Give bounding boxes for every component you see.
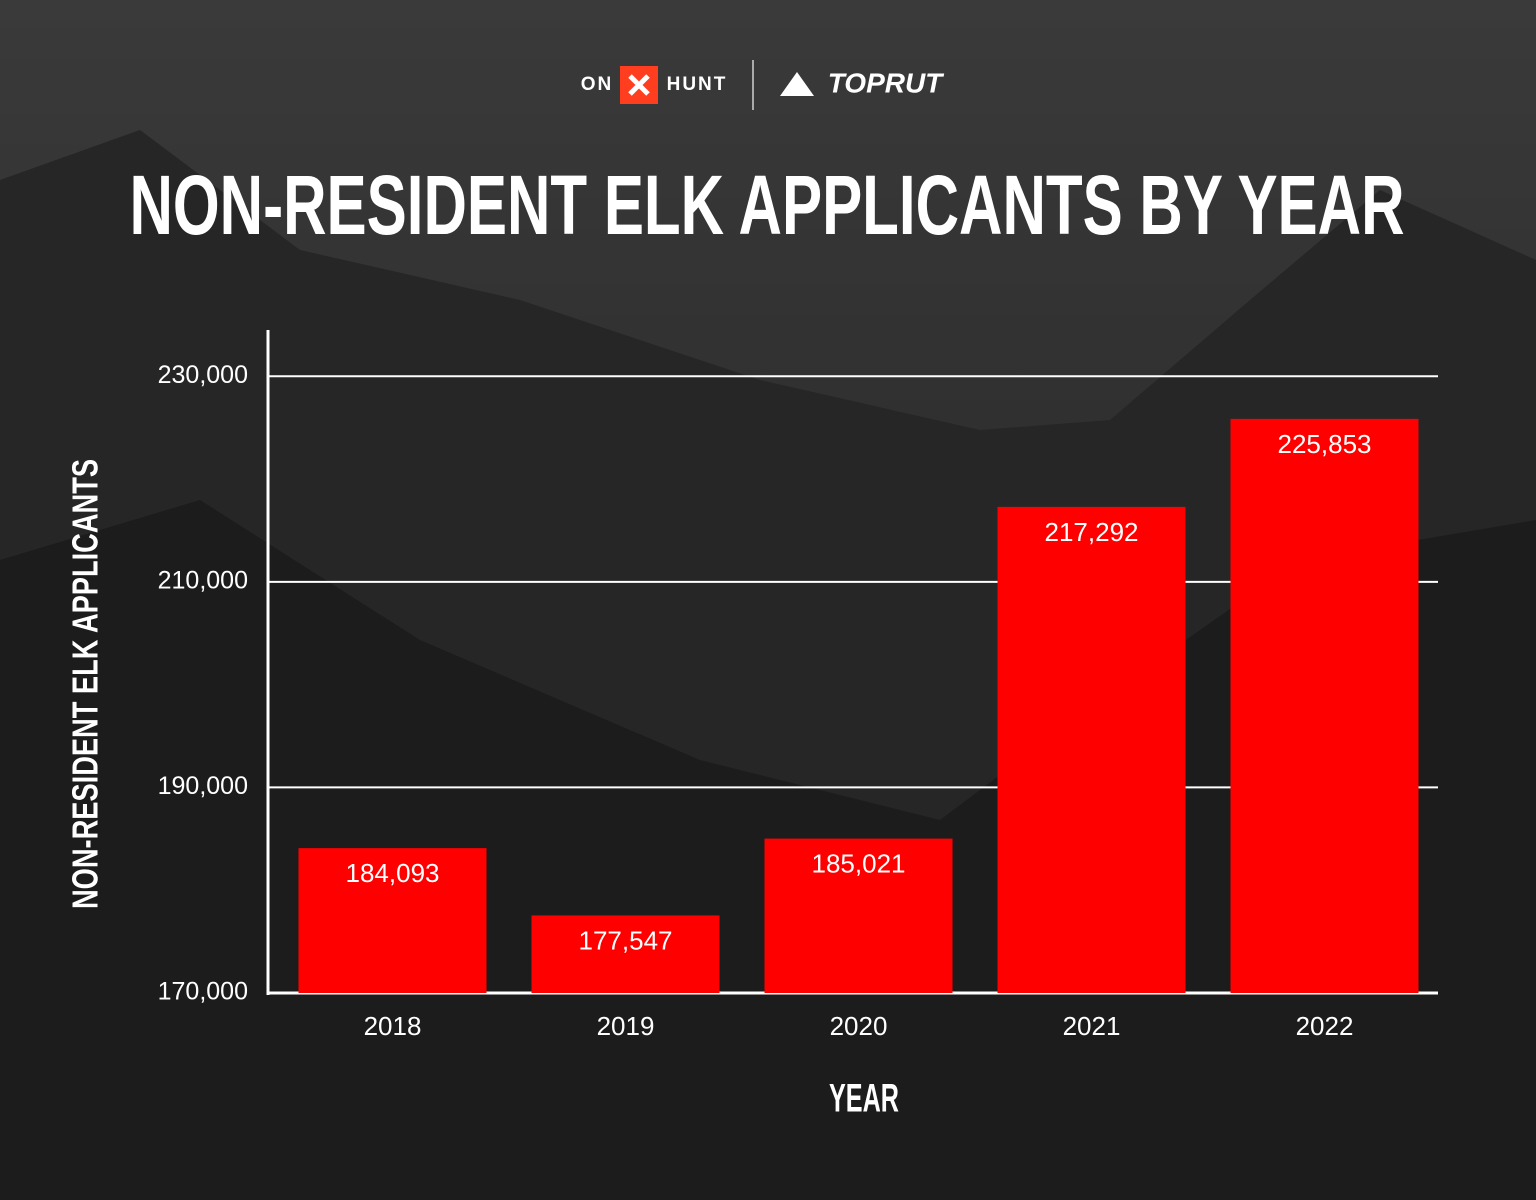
bar (298, 848, 487, 993)
y-tick-label: 190,000 (158, 772, 248, 800)
y-tick-label: 210,000 (158, 566, 248, 594)
chart-title: NON-RESIDENT ELK APPLICANTS BY YEAR (130, 158, 1405, 252)
value-label: 217,292 (1045, 517, 1139, 547)
x-tick-label: 2019 (597, 1011, 655, 1041)
logo-toprut: TOPRUT (828, 67, 945, 98)
x-tick-label: 2021 (1063, 1011, 1121, 1041)
x-tick-label: 2020 (830, 1011, 888, 1041)
x-axis-label: YEAR (829, 1077, 899, 1121)
value-label: 225,853 (1278, 429, 1372, 459)
value-label: 184,093 (346, 858, 440, 888)
x-tick-label: 2018 (364, 1011, 422, 1041)
bar (1230, 418, 1419, 993)
value-label: 185,021 (812, 848, 906, 878)
logo-toprut-icon (780, 72, 814, 96)
y-tick-label: 230,000 (158, 361, 248, 389)
logo-on: ON (581, 74, 614, 95)
y-axis-label: NON-RESIDENT ELK APPLICANTS (65, 459, 106, 909)
value-label: 177,547 (579, 925, 673, 955)
bar (997, 506, 1186, 993)
bar (531, 915, 720, 993)
x-tick-label: 2022 (1296, 1011, 1354, 1041)
y-tick-label: 170,000 (158, 978, 248, 1006)
logo-x (628, 74, 650, 96)
bar (764, 838, 953, 993)
logo-hunt: HUNT (667, 74, 728, 95)
